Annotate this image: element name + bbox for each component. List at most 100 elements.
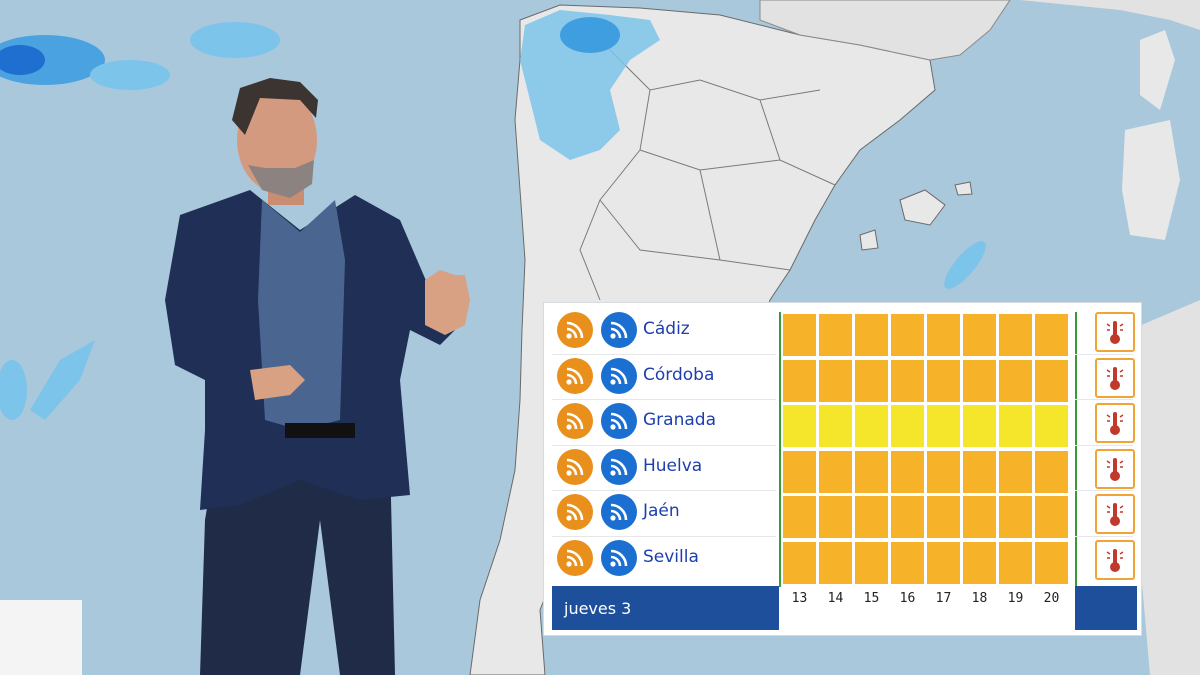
alert-level-cell: [927, 450, 960, 493]
thermometer-warning-icon[interactable]: [1095, 312, 1135, 352]
alert-level-cell: [963, 405, 996, 448]
alert-level-cell: [891, 405, 924, 448]
thermometer-warning-icon[interactable]: [1095, 403, 1135, 444]
alert-level-cell: [1035, 314, 1068, 356]
rss-feed-icon[interactable]: [557, 540, 593, 576]
row-divider: [552, 399, 776, 401]
row-divider: [1075, 399, 1133, 401]
alert-level-cell: [927, 359, 960, 402]
rain-atlantic-2: [90, 60, 170, 90]
hour-label: 17: [935, 591, 952, 606]
hour-label: 13: [791, 591, 808, 606]
thermometer-warning-icon[interactable]: [1095, 448, 1135, 489]
thermometer-warning-icon[interactable]: [1095, 540, 1135, 580]
thermometer-warning-icon[interactable]: [1095, 357, 1135, 398]
rain-mediterranean: [944, 241, 986, 289]
rss-feed-icon[interactable]: [601, 494, 637, 531]
rss-feed-icon[interactable]: [601, 312, 637, 348]
row-divider: [552, 353, 776, 355]
footer-end: [1075, 586, 1137, 630]
alert-level-cell: [819, 542, 852, 584]
presenter-trousers: [200, 450, 395, 675]
presenter-hair: [232, 78, 318, 135]
province-name[interactable]: Cádiz: [643, 319, 690, 339]
province-name[interactable]: Huelva: [643, 455, 703, 476]
province-name[interactable]: Córdoba: [643, 364, 715, 385]
rss-feed-icon[interactable]: [601, 540, 637, 576]
alert-level-cell: [963, 314, 996, 356]
alert-level-cell: [783, 405, 816, 448]
alert-level-cell: [855, 314, 888, 356]
rain-atlantic-4: [0, 360, 27, 420]
row-divider: [552, 536, 776, 537]
rain-atlantic-1-core: [0, 45, 45, 75]
alert-level-cell: [927, 314, 960, 356]
presenter-lower-hand: [250, 365, 305, 400]
day-label: jueves 3: [564, 599, 632, 618]
province-name[interactable]: Granada: [643, 410, 716, 431]
thermometer-warning-icon[interactable]: [1095, 494, 1135, 535]
menorca: [954, 181, 973, 196]
province-name[interactable]: Jaén: [643, 501, 680, 522]
rss-feed-icon[interactable]: [601, 448, 637, 485]
rain-galicia-heavy: [560, 17, 620, 53]
rss-feed-icon[interactable]: [557, 494, 593, 531]
alert-level-cell: [891, 450, 924, 493]
alert-level-cell: [891, 542, 924, 584]
province-name[interactable]: Sevilla: [643, 547, 699, 567]
alert-level-cell: [891, 496, 924, 539]
row-divider: [552, 444, 776, 446]
hour-label: 20: [1043, 591, 1060, 606]
rss-feed-icon[interactable]: [601, 403, 637, 440]
alert-level-cell: [855, 405, 888, 448]
alert-level-cell: [999, 405, 1032, 448]
rss-feed-icon[interactable]: [557, 448, 593, 485]
rain-atlantic-band: [30, 340, 95, 420]
mallorca: [899, 189, 946, 226]
alert-level-cell: [1035, 405, 1068, 448]
rain-atlantic-3: [190, 22, 280, 58]
hour-label: 19: [1007, 591, 1024, 606]
alert-level-cell: [891, 359, 924, 402]
alert-level-cell: [819, 359, 852, 402]
alert-level-cell: [999, 496, 1032, 539]
alert-level-cell: [819, 405, 852, 448]
row-divider: [1075, 444, 1133, 446]
alert-level-cell: [819, 450, 852, 493]
row-divider: [1075, 490, 1133, 492]
alert-level-cell: [1035, 496, 1068, 539]
north-africa-land: [1130, 300, 1200, 675]
rss-feed-icon[interactable]: [557, 403, 593, 440]
alert-level-cell: [855, 496, 888, 539]
alert-level-cell: [819, 496, 852, 539]
rss-feed-icon[interactable]: [601, 357, 637, 394]
row-divider: [1075, 353, 1133, 355]
alert-level-cell: [963, 542, 996, 584]
alert-level-cell: [1035, 542, 1068, 584]
hourly-alert-grid: [779, 312, 1077, 587]
alert-level-cell: [999, 542, 1032, 584]
weather-alert-panel: jueves 3 Cádiz Córdoba Granada Huelva Jaén Se…: [544, 303, 1141, 635]
alert-level-cell: [1035, 450, 1068, 493]
alert-level-cell: [783, 314, 816, 356]
corsica: [1140, 30, 1175, 110]
ibiza: [859, 229, 879, 251]
day-footer: jueves 3: [552, 586, 779, 630]
rss-feed-icon[interactable]: [557, 312, 593, 348]
alert-level-cell: [855, 359, 888, 402]
alert-level-cell: [1035, 359, 1068, 402]
alert-level-cell: [999, 450, 1032, 493]
row-divider: [552, 490, 776, 492]
alert-level-cell: [963, 496, 996, 539]
presenter-head: [237, 88, 317, 192]
rss-feed-icon[interactable]: [557, 357, 593, 394]
hour-label: 15: [863, 591, 880, 606]
alert-level-cell: [819, 314, 852, 356]
france-coast: [759, 0, 1011, 61]
hour-label: 14: [827, 591, 844, 606]
rain-galicia: [520, 10, 660, 160]
presenter-beard: [248, 160, 314, 198]
alert-level-cell: [783, 450, 816, 493]
alert-level-cell: [891, 314, 924, 356]
